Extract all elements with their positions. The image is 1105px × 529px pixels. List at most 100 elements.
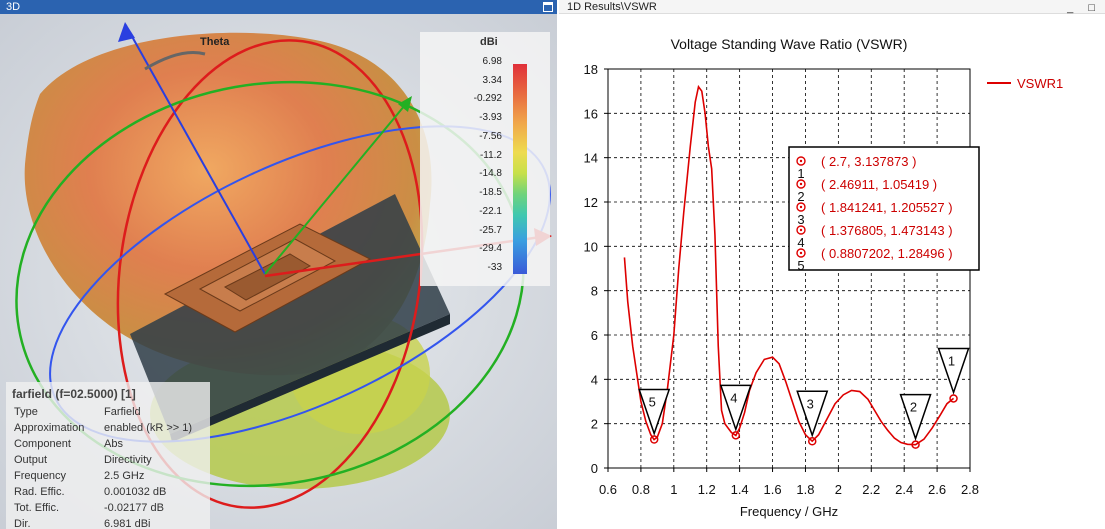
colorbar-tick-label: -29.4 (479, 243, 502, 255)
info-value: -0.02177 dB (104, 502, 164, 514)
theta-axis-label: Theta (200, 36, 230, 48)
marker-point (911, 440, 920, 449)
info-key: Output (14, 454, 48, 466)
marker-table-value: ( 1.841241, 1.205527 ) (821, 200, 953, 215)
info-value: Abs (104, 438, 123, 450)
marker-table (788, 146, 980, 271)
colorbar-tick-label: -7.56 (479, 130, 502, 142)
info-row: Frequency 2.5 GHz (14, 470, 210, 485)
x-tick-label: 1.4 (731, 482, 749, 497)
colorbar-tick-label: -18.5 (479, 187, 502, 199)
y-tick-label: 18 (584, 62, 598, 77)
marker-table-icon (796, 248, 806, 258)
info-value: Directivity (104, 454, 152, 466)
marker-table-icon-dot (799, 251, 803, 255)
marker-flag-label: 1 (948, 353, 955, 368)
colorbar-unit: dBi (480, 36, 498, 48)
marker-flag-label: 4 (730, 390, 737, 405)
info-key: Dir. (14, 518, 31, 529)
marker-flag-label: 3 (807, 396, 814, 411)
x-tick-label: 0.8 (632, 482, 650, 497)
y-tick-label: 16 (584, 106, 598, 121)
info-value: 0.001032 dB (104, 486, 167, 498)
colorbar-tick-label: -25.7 (479, 224, 502, 236)
marker-table-value: ( 2.46911, 1.05419 ) (821, 177, 937, 192)
colorbar-tick-label: 3.34 (482, 74, 502, 86)
info-value: 6.981 dBi (104, 518, 151, 529)
marker-point (731, 431, 741, 440)
marker-table-value: ( 1.376805, 1.473143 ) (821, 223, 953, 238)
marker-flag (638, 388, 671, 436)
info-row: Component Abs (14, 438, 210, 453)
panel-1d-titlebar: 1D Results\VSWR _ □ (559, 0, 1105, 14)
window-buttons[interactable]: _ □ (1067, 2, 1101, 14)
marker-point (807, 437, 817, 446)
info-row: Type Farfield (14, 406, 210, 421)
colorbar-tick-label: -0.292 (473, 93, 502, 105)
x-tick-label: 2 (835, 482, 842, 497)
marker-point (649, 435, 659, 444)
marker-table-icon (796, 202, 806, 212)
x-tick-label: 2.8 (961, 482, 979, 497)
marker-table-icon-dot (799, 182, 803, 186)
info-row: Rad. Effic. 0.001032 dB (14, 486, 210, 501)
y-tick-label: 12 (584, 195, 598, 210)
info-key: Rad. Effic. (14, 486, 65, 498)
info-row: Dir. 6.981 dBi (14, 518, 210, 529)
marker-point (949, 394, 958, 403)
x-tick-label: 2.2 (862, 482, 880, 497)
info-value: Farfield (104, 406, 141, 418)
marker-table-icon-dot (799, 159, 803, 163)
x-tick-label: 1.2 (698, 482, 716, 497)
y-tick-label: 8 (591, 284, 598, 299)
colorbar-tick-label: -22.1 (479, 205, 502, 217)
colorbar-tick-label: -11.2 (479, 149, 502, 161)
legend-label: VSWR1 (1017, 76, 1063, 91)
colorbar-gradient (513, 64, 527, 274)
colorbar-tick-label: -33 (487, 262, 502, 273)
panel-1d-results: 1D Results\VSWR _ □ Voltage Standing Wav… (559, 0, 1105, 529)
marker-table-icon (796, 179, 806, 189)
farfield-3d-view[interactable]: Theta dBi 6.98 3.34 -0.292 -3.93 -7.56 -11.2 -… (0, 14, 557, 529)
panel-3d-title: 3D (6, 1, 21, 13)
y-tick-label: 14 (584, 151, 598, 166)
x-tick-label: 1.8 (796, 482, 814, 497)
colorbar-tick-label: -3.93 (479, 112, 502, 124)
marker-flag (937, 347, 970, 395)
maximize-icon[interactable] (543, 2, 553, 12)
colorbar-tick-label: 6.98 (482, 56, 502, 67)
info-title: farfield (f=02.5000) [1] (12, 387, 136, 401)
info-key: Component (14, 438, 71, 450)
marker-table-id: 1 (797, 166, 804, 181)
x-tick-label: 2.6 (928, 482, 946, 497)
marker-flag-label: 2 (910, 400, 917, 415)
farfield-info-box: farfield (f=02.5000) [1] Type Farfield App… (6, 382, 210, 529)
y-tick-label: 4 (591, 372, 598, 387)
y-tick-label: 6 (591, 328, 598, 343)
info-key: Tot. Effic. (14, 502, 60, 514)
x-tick-label: 2.4 (895, 482, 913, 497)
marker-table-icon-dot (799, 228, 803, 232)
info-key: Type (14, 406, 38, 418)
info-value: enabled (kR >> 1) (104, 422, 193, 434)
chart-title: Voltage Standing Wave Ratio (VSWR) (671, 36, 908, 52)
x-tick-label: 0.6 (599, 482, 617, 497)
marker-flag (899, 393, 932, 441)
marker-table-id: 5 (797, 258, 804, 273)
panel-1d-title: 1D Results\VSWR (567, 1, 657, 13)
panel-3d: 3D (0, 0, 557, 529)
y-tick-label: 2 (591, 417, 598, 432)
marker-table-id: 4 (797, 235, 804, 250)
info-row: Approximation enabled (kR >> 1) (14, 422, 210, 437)
marker-table-icon-dot (799, 205, 803, 209)
marker-flag (796, 390, 829, 438)
y-tick-label: 0 (591, 461, 598, 476)
marker-table-id: 3 (797, 212, 804, 227)
vswr-chart[interactable]: Voltage Standing Wave Ratio (VSWR) 0.6 0.8… (559, 14, 1105, 529)
info-row: Output Directivity (14, 454, 210, 469)
x-tick-label: 1.6 (764, 482, 782, 497)
colorbar-tick-label: -14.8 (479, 168, 502, 180)
info-key: Approximation (14, 422, 85, 434)
panel-3d-titlebar: 3D (0, 0, 557, 14)
